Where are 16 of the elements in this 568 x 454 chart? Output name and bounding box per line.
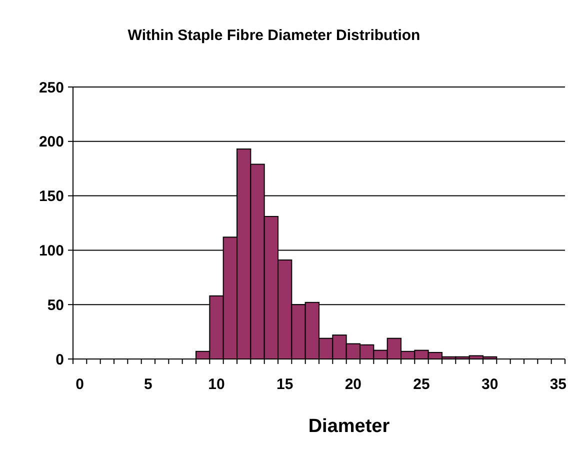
x-tick-label: 25 [413, 376, 430, 393]
y-tick-label: 250 [38, 79, 64, 96]
y-tick-label: 0 [56, 351, 64, 368]
y-tick-label: 150 [38, 188, 64, 206]
x-tick-label: 30 [481, 376, 498, 393]
y-tick-label: 100 [38, 242, 64, 260]
x-tick-label: 35 [550, 376, 567, 393]
x-tick-label: 10 [208, 376, 225, 393]
y-tick-label: 200 [38, 134, 64, 151]
x-tick-label: 20 [344, 376, 362, 393]
x-tick-label: 0 [76, 376, 84, 393]
x-tick-label: 5 [144, 376, 152, 393]
y-tick-label: 50 [47, 296, 64, 314]
chart-title: Within Staple Fibre Diameter Distribution [128, 27, 420, 44]
x-tick-label: 15 [276, 376, 294, 393]
x-axis-title: Diameter [308, 416, 390, 437]
